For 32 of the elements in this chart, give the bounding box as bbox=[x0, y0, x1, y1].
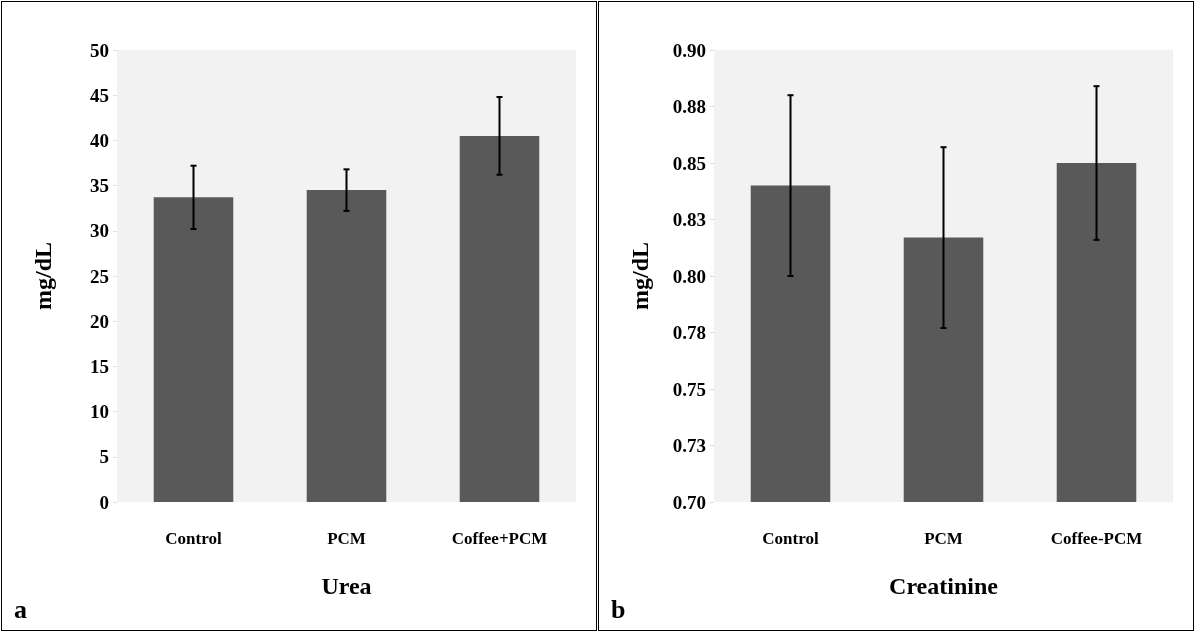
x-tick-label: Control bbox=[165, 529, 222, 548]
y-tick-label: 0.88 bbox=[672, 96, 706, 117]
y-tick-label: 50 bbox=[90, 39, 109, 61]
y-tick-label: 30 bbox=[90, 220, 109, 242]
y-tick-label: 35 bbox=[90, 175, 109, 197]
x-axis-title: Urea bbox=[321, 573, 372, 599]
y-tick-label: 0.83 bbox=[672, 209, 706, 230]
y-tick-label: 0 bbox=[99, 491, 109, 513]
text: b bbox=[611, 594, 626, 624]
y-tick-label: 0.90 bbox=[672, 39, 706, 61]
x-tick-label: Control bbox=[762, 529, 819, 548]
y-axis-title: mg/dL bbox=[30, 241, 56, 311]
y-tick-label: 0.75 bbox=[672, 378, 706, 400]
y-tick-label: 10 bbox=[90, 401, 109, 423]
text: a bbox=[14, 594, 27, 624]
y-tick-label: 0.70 bbox=[672, 491, 706, 513]
y-axis-title: mg/dL bbox=[627, 241, 653, 311]
x-axis-title: Creatinine bbox=[889, 573, 999, 599]
x-tick-label: PCM bbox=[924, 529, 963, 548]
y-tick-label: 25 bbox=[90, 265, 109, 287]
y-tick-label: 0.80 bbox=[672, 265, 706, 287]
y-tick-label: 20 bbox=[90, 310, 109, 332]
x-tick-label: Coffee-PCM bbox=[1050, 529, 1143, 548]
y-tick-label: 40 bbox=[90, 129, 109, 151]
y-tick-label: 15 bbox=[90, 355, 109, 377]
y-tick-label: 0.85 bbox=[672, 152, 706, 174]
x-tick-label: PCM bbox=[327, 529, 366, 548]
y-tick-label: 5 bbox=[99, 446, 109, 468]
y-tick-label: 0.78 bbox=[672, 322, 706, 343]
x-tick-label: Coffee+PCM bbox=[451, 529, 548, 548]
y-tick-label: 0.73 bbox=[672, 435, 706, 456]
y-tick-label: 45 bbox=[90, 84, 109, 106]
